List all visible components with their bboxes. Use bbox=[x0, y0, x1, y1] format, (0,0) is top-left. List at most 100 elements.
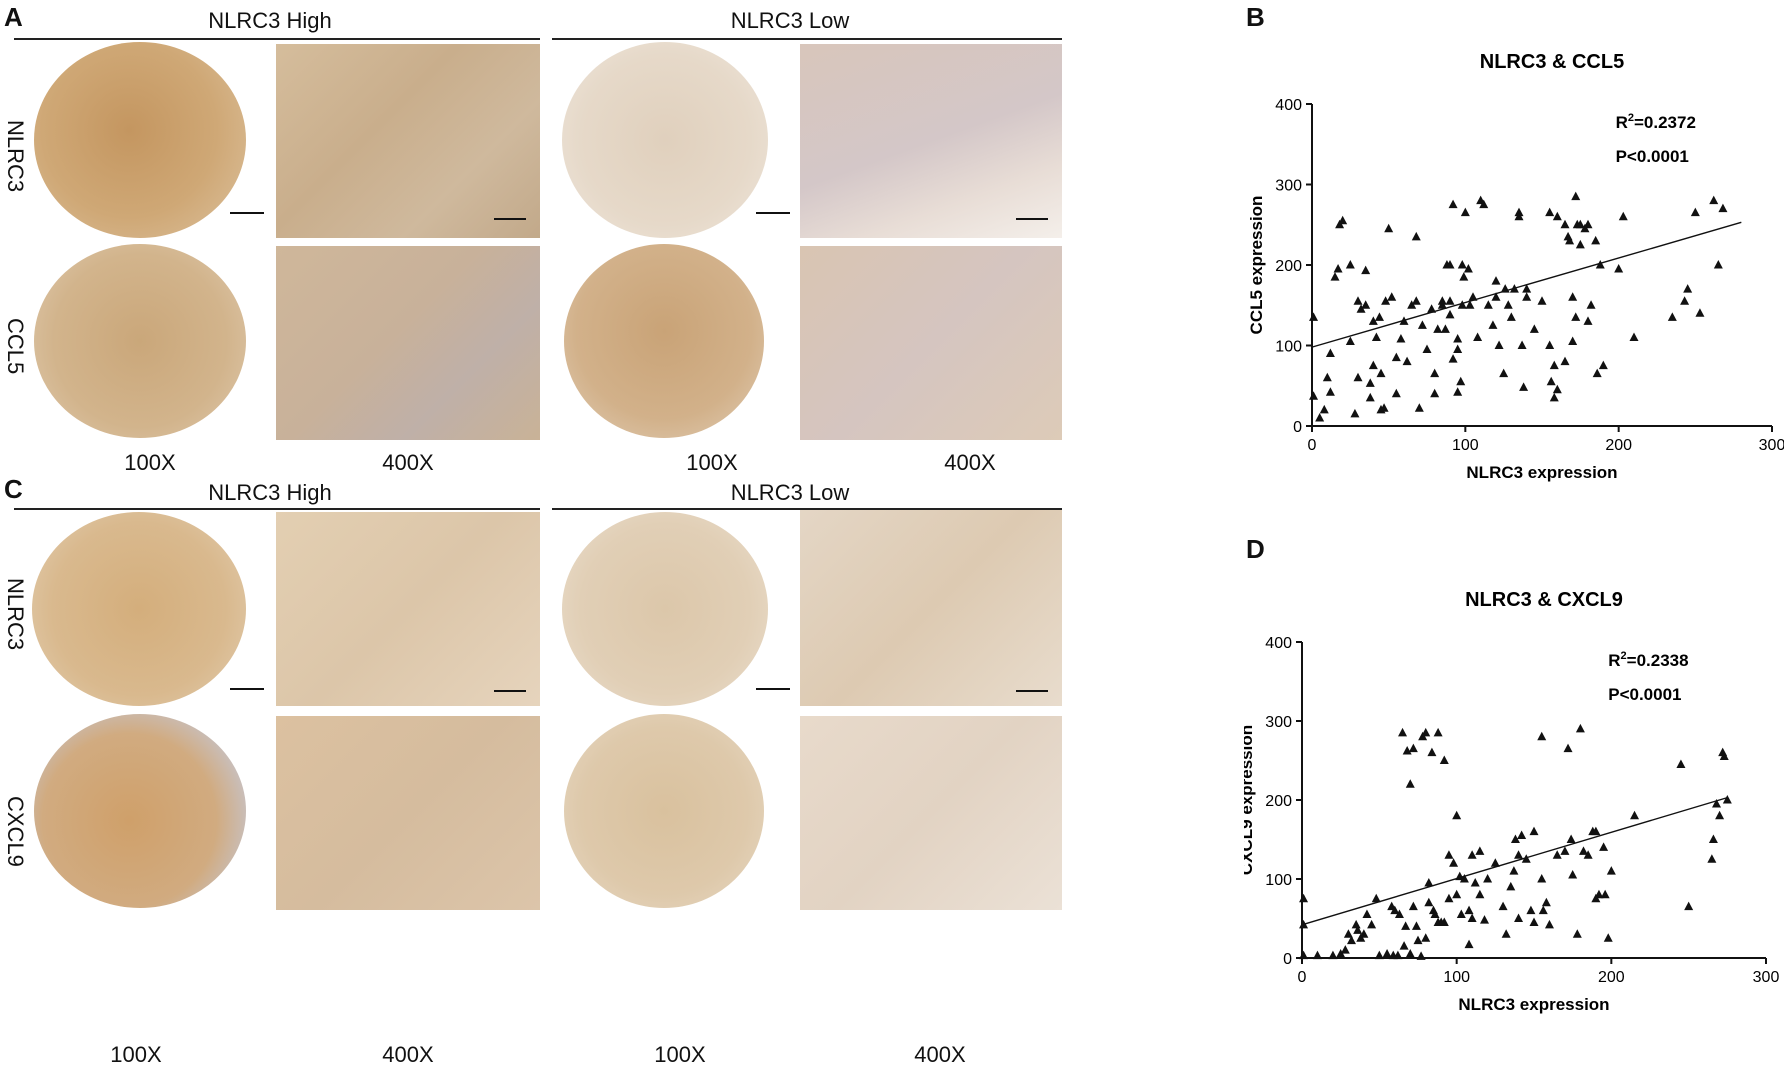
data-point bbox=[1684, 901, 1694, 911]
data-point bbox=[1437, 296, 1447, 305]
data-point bbox=[1571, 191, 1581, 201]
data-point bbox=[1545, 340, 1555, 349]
data-point bbox=[1408, 743, 1418, 753]
data-point bbox=[1387, 292, 1397, 301]
x-tick-label: 300 bbox=[1753, 969, 1780, 986]
data-point bbox=[1514, 850, 1524, 859]
data-point bbox=[1427, 747, 1437, 757]
r-squared-value: =0.2372 bbox=[1634, 113, 1696, 132]
data-point bbox=[1405, 779, 1415, 788]
data-point bbox=[1453, 334, 1463, 343]
magnification-label: 400X bbox=[914, 1042, 966, 1067]
data-point bbox=[1707, 854, 1717, 863]
ihc-core-a-nlrc3-low-100x bbox=[560, 40, 770, 240]
row-label-a-2: CCL5 bbox=[3, 318, 28, 375]
data-point bbox=[1526, 905, 1536, 915]
data-point bbox=[1424, 877, 1434, 887]
data-point bbox=[1365, 378, 1375, 387]
data-point bbox=[1500, 284, 1510, 293]
data-point bbox=[1433, 324, 1443, 333]
data-point bbox=[1479, 199, 1489, 209]
data-point bbox=[1422, 344, 1432, 354]
ihc-field-c-cxcl9-high-400x bbox=[276, 716, 540, 910]
data-point bbox=[1319, 404, 1329, 414]
data-point bbox=[1537, 874, 1547, 883]
data-point bbox=[1560, 219, 1570, 229]
data-point bbox=[1563, 743, 1573, 753]
scale-bar bbox=[230, 212, 264, 214]
panel-letter-a: A bbox=[4, 2, 23, 32]
data-point bbox=[1506, 881, 1516, 891]
data-point bbox=[1338, 215, 1348, 225]
data-point bbox=[1591, 826, 1601, 836]
data-point bbox=[1722, 795, 1732, 804]
data-point bbox=[1517, 340, 1527, 349]
data-point bbox=[1445, 260, 1455, 269]
data-point bbox=[1690, 207, 1700, 217]
data-point bbox=[1549, 360, 1559, 370]
scale-bar bbox=[230, 688, 264, 690]
data-point bbox=[1499, 368, 1509, 378]
data-point bbox=[1353, 296, 1363, 305]
data-point bbox=[1560, 356, 1570, 366]
data-point bbox=[1343, 929, 1353, 938]
data-point bbox=[1709, 195, 1719, 205]
data-point bbox=[1595, 260, 1605, 269]
data-point bbox=[1299, 893, 1309, 903]
x-axis-label: NLRC3 expression bbox=[1466, 463, 1617, 482]
data-point bbox=[1483, 300, 1493, 309]
data-point bbox=[1390, 905, 1400, 915]
data-point bbox=[1452, 889, 1462, 899]
x-tick-label: 100 bbox=[1452, 437, 1479, 454]
data-point bbox=[1345, 336, 1355, 345]
data-point bbox=[1630, 810, 1640, 820]
data-point bbox=[1568, 870, 1578, 879]
y-axis-label: CCL5 expression bbox=[1247, 196, 1266, 335]
data-point bbox=[1629, 332, 1639, 341]
r-squared-value: =0.2338 bbox=[1627, 651, 1689, 670]
data-point bbox=[1491, 276, 1501, 285]
data-point bbox=[1586, 300, 1596, 309]
data-point bbox=[1498, 901, 1508, 911]
data-point bbox=[1606, 866, 1616, 875]
data-point bbox=[1367, 919, 1377, 929]
panel-letter-d: D bbox=[1246, 534, 1265, 564]
data-point bbox=[1299, 950, 1309, 960]
y-tick-label: 400 bbox=[1265, 635, 1292, 652]
data-point bbox=[1488, 320, 1498, 329]
r-squared-superscript: 2 bbox=[1621, 650, 1627, 662]
data-point bbox=[1592, 368, 1602, 378]
scale-bar bbox=[756, 688, 790, 690]
data-point bbox=[1519, 382, 1529, 391]
data-point bbox=[1546, 376, 1556, 386]
data-point bbox=[1361, 265, 1371, 275]
data-point bbox=[1325, 387, 1335, 396]
y-tick-label: 300 bbox=[1275, 178, 1302, 195]
data-point bbox=[1411, 231, 1421, 241]
x-tick-label: 100 bbox=[1443, 969, 1470, 986]
data-point bbox=[1600, 889, 1610, 899]
panel-letter-c: C bbox=[4, 474, 23, 504]
data-point bbox=[1473, 332, 1483, 341]
data-point bbox=[1330, 272, 1340, 281]
ihc-field-c-nlrc3-low-400x bbox=[800, 510, 1062, 706]
ihc-field-c-cxcl9-low-400x bbox=[800, 716, 1062, 910]
data-point bbox=[1552, 211, 1562, 221]
magnification-label: 100X bbox=[124, 450, 176, 475]
regression-line bbox=[1301, 796, 1728, 926]
magnification-label: 100X bbox=[110, 1042, 162, 1067]
r-squared-symbol: R bbox=[1608, 651, 1620, 670]
data-point bbox=[1439, 755, 1449, 764]
data-point bbox=[1445, 296, 1455, 305]
row-label-c-2: CXCL9 bbox=[3, 796, 28, 867]
data-point bbox=[1414, 403, 1424, 412]
data-point bbox=[1568, 336, 1578, 345]
data-point bbox=[1399, 316, 1409, 325]
y-tick-label: 0 bbox=[1293, 419, 1302, 436]
data-point bbox=[1417, 320, 1427, 329]
data-point bbox=[1680, 296, 1690, 305]
data-point bbox=[1353, 372, 1363, 382]
ihc-core-a-nlrc3-high-100x bbox=[30, 40, 250, 240]
data-point bbox=[1444, 893, 1454, 903]
data-point bbox=[1522, 292, 1532, 301]
